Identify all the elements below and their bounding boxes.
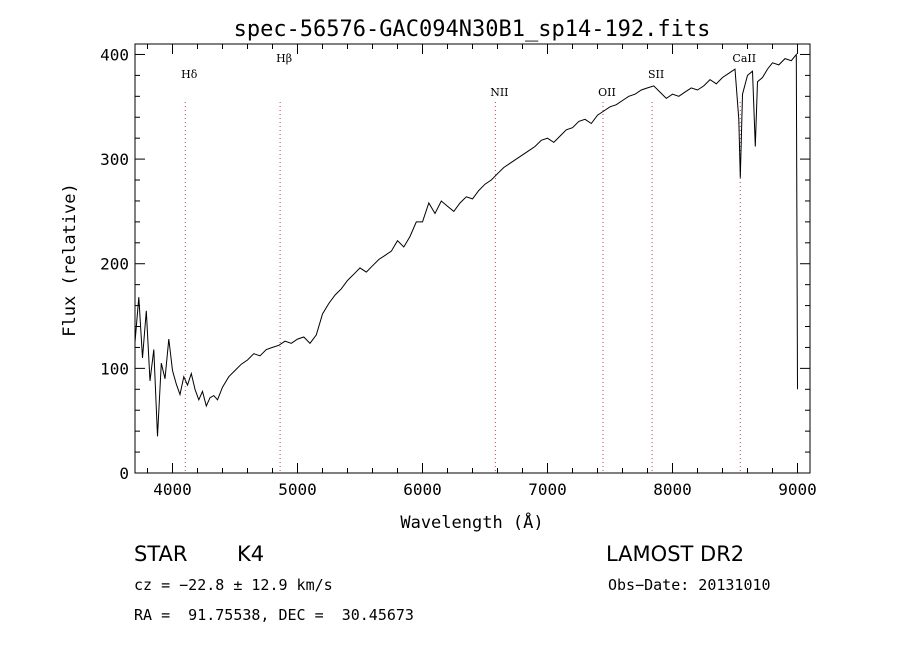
- y-tick-label: 0: [119, 464, 129, 483]
- spectrum-line: [134, 53, 798, 437]
- marker-label-4: SII: [648, 68, 664, 81]
- axis-ticks: 4000 5000 6000 7000 8000 9000 0 100 200 300 400: [100, 44, 817, 499]
- x-tick-label: 8000: [653, 480, 692, 499]
- marker-label-1: Hβ: [276, 52, 292, 65]
- marker-label-3: OII: [598, 86, 616, 99]
- marker-label-5: CaII: [732, 52, 756, 65]
- y-tick-label: 200: [100, 255, 129, 274]
- y-tick-label: 100: [100, 359, 129, 378]
- coordinates: RA = 91.75538, DEC = 30.45673: [134, 606, 414, 624]
- plot-frame: [134, 43, 811, 474]
- x-axis-label: Wavelength (Å): [400, 511, 543, 533]
- survey-name: LAMOST DR2: [606, 542, 745, 566]
- x-tick-label: 4000: [153, 480, 192, 499]
- marker-label-2: NII: [490, 86, 508, 99]
- y-tick-label: 400: [100, 45, 129, 64]
- y-axis-label: Flux (relative): [60, 183, 80, 337]
- y-tick-label: 300: [100, 150, 129, 169]
- marker-label-0: Hδ: [181, 68, 198, 81]
- spectrum-chart: spec-56576-GAC094N30B1_sp14-192.fits HδH…: [60, 17, 817, 533]
- chart-title: spec-56576-GAC094N30B1_sp14-192.fits: [234, 17, 711, 42]
- emission-line-markers: Hδ Hβ NII OII SII CaII: [181, 52, 756, 473]
- redshift-cz: cz = −22.8 ± 12.9 km/s: [134, 576, 333, 594]
- object-subclass: K4: [237, 542, 265, 566]
- x-tick-label: 7000: [528, 480, 567, 499]
- observation-date: Obs−Date: 20131010: [608, 576, 771, 594]
- x-tick-label: 5000: [278, 480, 317, 499]
- x-tick-label: 9000: [778, 480, 817, 499]
- x-tick-label: 6000: [403, 480, 442, 499]
- object-type: STAR: [134, 542, 188, 566]
